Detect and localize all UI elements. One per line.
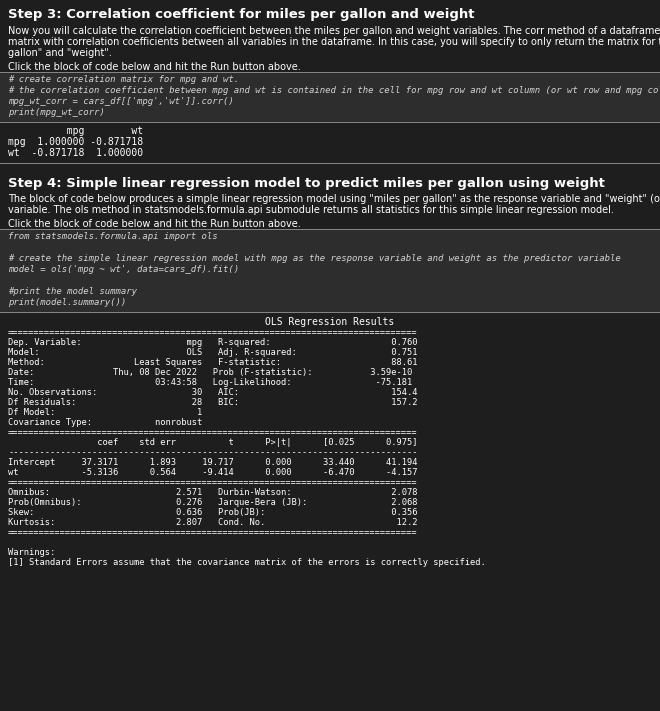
Text: ==============================================================================: ========================================… [8,478,418,487]
Text: Date:               Thu, 08 Dec 2022   Prob (F-statistic):           3.59e-10: Date: Thu, 08 Dec 2022 Prob (F-statistic… [8,368,412,377]
Text: mpg_wt_corr = cars_df[['mpg','wt']].corr(): mpg_wt_corr = cars_df[['mpg','wt']].corr… [8,97,234,106]
Text: Dep. Variable:                    mpg   R-squared:                       0.760: Dep. Variable: mpg R-squared: 0.760 [8,338,418,347]
Text: variable. The ols method in statsmodels.formula.api submodule returns all statis: variable. The ols method in statsmodels.… [8,205,614,215]
Text: ==============================================================================: ========================================… [8,328,418,337]
Text: ==============================================================================: ========================================… [8,428,418,437]
Text: Intercept     37.3171      1.893     19.717      0.000      33.440      41.194: Intercept 37.3171 1.893 19.717 0.000 33.… [8,458,418,467]
Text: Step 3: Correlation coefficient for miles per gallon and weight: Step 3: Correlation coefficient for mile… [8,8,475,21]
FancyBboxPatch shape [0,122,660,163]
Text: [1] Standard Errors assume that the covariance matrix of the errors is correctly: [1] Standard Errors assume that the cova… [8,558,486,567]
Text: The block of code below produces a simple linear regression model using "miles p: The block of code below produces a simpl… [8,194,660,204]
Text: model = ols('mpg ~ wt', data=cars_df).fit(): model = ols('mpg ~ wt', data=cars_df).fi… [8,265,239,274]
Text: Click the block of code below and hit the Run button above.: Click the block of code below and hit th… [8,219,301,229]
Text: Step 4: Simple linear regression model to predict miles per gallon using weight: Step 4: Simple linear regression model t… [8,177,605,190]
Text: print(model.summary()): print(model.summary()) [8,298,126,307]
Text: Covariance Type:            nonrobust: Covariance Type: nonrobust [8,418,202,427]
Text: OLS Regression Results: OLS Regression Results [265,317,395,327]
Text: Time:                       03:43:58   Log-Likelihood:                -75.181: Time: 03:43:58 Log-Likelihood: -75.181 [8,378,412,387]
Text: ==============================================================================: ========================================… [8,528,418,537]
Text: mpg        wt: mpg wt [8,126,143,136]
Text: wt            -5.3136      0.564     -9.414      0.000      -6.470      -4.157: wt -5.3136 0.564 -9.414 0.000 -6.470 -4.… [8,468,418,477]
Text: coef    std err          t      P>|t|      [0.025      0.975]: coef std err t P>|t| [0.025 0.975] [8,438,418,447]
FancyBboxPatch shape [0,312,660,572]
Text: Df Model:                           1: Df Model: 1 [8,408,202,417]
Text: print(mpg_wt_corr): print(mpg_wt_corr) [8,108,105,117]
Text: No. Observations:                  30   AIC:                             154.4: No. Observations: 30 AIC: 154.4 [8,388,418,397]
Text: # create correlation matrix for mpg and wt.: # create correlation matrix for mpg and … [8,75,239,84]
Text: Method:                 Least Squares   F-statistic:                     88.61: Method: Least Squares F-statistic: 88.61 [8,358,418,367]
Text: Skew:                           0.636   Prob(JB):                        0.356: Skew: 0.636 Prob(JB): 0.356 [8,508,418,517]
Text: Kurtosis:                       2.807   Cond. No.                         12.2: Kurtosis: 2.807 Cond. No. 12.2 [8,518,418,527]
FancyBboxPatch shape [0,229,660,312]
Text: # create the simple linear regression model with mpg as the response variable an: # create the simple linear regression mo… [8,254,621,263]
Text: Model:                            OLS   Adj. R-squared:                  0.751: Model: OLS Adj. R-squared: 0.751 [8,348,418,357]
Text: Prob(Omnibus):                  0.276   Jarque-Bera (JB):                2.068: Prob(Omnibus): 0.276 Jarque-Bera (JB): 2… [8,498,418,507]
Text: Click the block of code below and hit the Run button above.: Click the block of code below and hit th… [8,62,301,72]
Text: gallon" and "weight".: gallon" and "weight". [8,48,112,58]
Text: Df Residuals:                      28   BIC:                             157.2: Df Residuals: 28 BIC: 157.2 [8,398,418,407]
Text: mpg  1.000000 -0.871718: mpg 1.000000 -0.871718 [8,137,143,147]
FancyBboxPatch shape [0,72,660,124]
Text: Warnings:: Warnings: [8,548,55,557]
Text: # the correlation coefficient between mpg and wt is contained in the cell for mp: # the correlation coefficient between mp… [8,86,660,95]
Text: Now you will calculate the correlation coefficient between the miles per gallon : Now you will calculate the correlation c… [8,26,660,36]
Text: Omnibus:                        2.571   Durbin-Watson:                   2.078: Omnibus: 2.571 Durbin-Watson: 2.078 [8,488,418,497]
Text: from statsmodels.formula.api import ols: from statsmodels.formula.api import ols [8,232,218,241]
Text: ------------------------------------------------------------------------------: ----------------------------------------… [8,448,418,457]
Text: #print the model summary: #print the model summary [8,287,137,296]
Text: wt  -0.871718  1.000000: wt -0.871718 1.000000 [8,148,143,158]
Text: matrix with correlation coefficients between all variables in the dataframe. In : matrix with correlation coefficients bet… [8,37,660,47]
